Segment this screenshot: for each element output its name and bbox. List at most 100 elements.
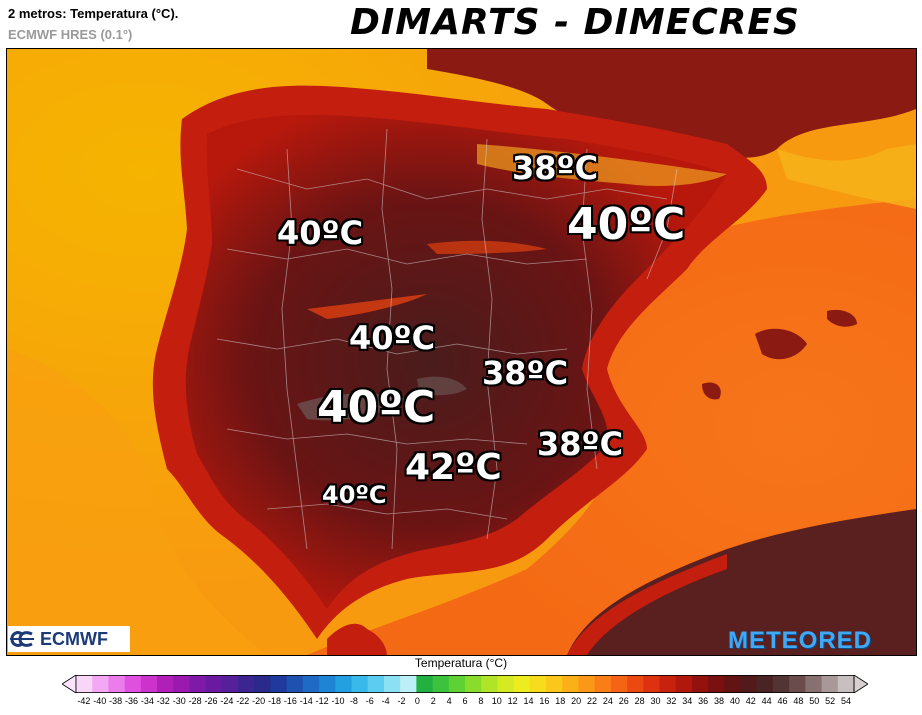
- colorbar-swatch: [578, 675, 596, 693]
- colorbar-tick-label: -14: [299, 696, 313, 706]
- colorbar-tick-label: 16: [539, 696, 550, 706]
- colorbar-swatch: [383, 675, 401, 693]
- colorbar-swatch: [254, 675, 271, 693]
- north-africa-land: [567, 509, 916, 655]
- north-africa-coast: [567, 554, 727, 655]
- colorbar-swatch: [238, 675, 255, 693]
- colorbar-swatch: [643, 675, 660, 693]
- colorbar-swatch: [627, 675, 644, 693]
- colorbar-swatch: [481, 675, 498, 693]
- variable-title: 2 metros: Temperatura (°C).: [8, 6, 179, 21]
- temperature-map: 38ºC 40ºC 40ºC 40ºC 38ºC 40ºC 38ºC 42ºC …: [6, 48, 917, 656]
- iberia-interior: [185, 114, 727, 610]
- ibiza-island: [702, 382, 721, 400]
- colorbar-title: Temperatura (°C): [414, 656, 508, 670]
- meteored-logo: METEORED: [728, 627, 873, 654]
- colorbar-swatch: [351, 675, 369, 693]
- colorbar-swatch: [691, 675, 709, 693]
- colorbar-swatch: [416, 675, 434, 693]
- colorbar-swatch: [789, 675, 806, 693]
- gulf-of-lion: [777, 144, 916, 209]
- colorbar-tick-label: 26: [618, 696, 629, 706]
- colorbar-swatch: [562, 675, 579, 693]
- colorbar-swatch: [173, 675, 190, 693]
- temp-label-south: 42ºC: [405, 447, 502, 488]
- hot-spot-mancha: [417, 376, 467, 396]
- morocco-tip: [327, 623, 387, 655]
- colorbar-ticks: -42 -40 -38 -36 -34 -32 -30 -28 -26 -24 -22 -20 -18-…: [62, 696, 868, 710]
- temp-label-northeast: 40ºC: [567, 199, 686, 250]
- colorbar-tick-label: 10: [491, 696, 502, 706]
- colorbar-tick-label: -26: [204, 696, 218, 706]
- colorbar-max-arrow: [853, 675, 868, 693]
- colorbar-tick-label: -2: [397, 696, 406, 706]
- colorbar-tick-label: -40: [93, 696, 107, 706]
- colorbar-swatch: [772, 675, 790, 693]
- colorbar-swatch: [513, 675, 531, 693]
- colorbar-swatch: [108, 675, 126, 693]
- colorbar-tick-label: -18: [267, 696, 281, 706]
- colorbar-swatch: [205, 675, 223, 693]
- colorbar-swatch: [92, 675, 109, 693]
- colorbar-tick-label: 50: [809, 696, 820, 706]
- colorbar-tick-label: 42: [745, 696, 756, 706]
- temp-label-southeast: 38ºC: [537, 425, 624, 463]
- colorbar-swatch: [432, 675, 450, 693]
- colorbar-swatch: [335, 675, 353, 693]
- colorbar-tick-label: 30: [650, 696, 661, 706]
- colorbar-swatch: [659, 675, 677, 693]
- colorbar-swatch: [189, 675, 207, 693]
- colorbar-tick-label: 34: [682, 696, 693, 706]
- colorbar-tick-label: -22: [236, 696, 250, 706]
- hot-spot-guadiana: [297, 393, 407, 421]
- colorbar-tick-label: 2: [430, 696, 436, 706]
- colorbar-tick-label: 18: [555, 696, 566, 706]
- colorbar-tick-label: 24: [602, 696, 613, 706]
- colorbar-swatch: [367, 675, 385, 693]
- colorbar-tick-label: 6: [462, 696, 468, 706]
- colorbar-tick-label: -30: [172, 696, 186, 706]
- colorbar-tick-label: -42: [77, 696, 91, 706]
- colorbar-tick-label: -36: [125, 696, 139, 706]
- colorbar-swatch: [76, 675, 93, 693]
- colorbar-swatch: [286, 675, 304, 693]
- colorbar-swatch: [221, 675, 239, 693]
- colorbar-tick-label: -28: [188, 696, 202, 706]
- colorbar-tick-label: 36: [698, 696, 709, 706]
- iberian-range: [427, 240, 547, 254]
- temp-label-center: 40ºC: [349, 319, 436, 357]
- colorbar-tick-label: -8: [349, 696, 358, 706]
- colorbar-tick-label: -6: [365, 696, 374, 706]
- forecast-days-banner: DIMARTS - DIMECRES: [350, 2, 800, 43]
- colorbar-tick-label: 28: [634, 696, 645, 706]
- colorbar-tick-label: -12: [315, 696, 329, 706]
- colorbar-swatch: [837, 675, 855, 693]
- model-subtitle: ECMWF HRES (0.1°): [8, 27, 133, 42]
- colorbar-swatch: [302, 675, 320, 693]
- pyrenees-highlands: [477, 144, 727, 186]
- colorbar-swatch: [805, 675, 823, 693]
- colorbar-tick-label: -16: [283, 696, 297, 706]
- colorbar-swatch: [465, 675, 482, 693]
- colorbar-swatch: [821, 675, 839, 693]
- colorbar-tick-label: 4: [446, 696, 452, 706]
- colorbar-tick-label: 14: [523, 696, 534, 706]
- ecmwf-logo-icon: [10, 631, 34, 647]
- colorbar-swatch: [675, 675, 693, 693]
- colorbar-swatch: [124, 675, 142, 693]
- colorbar-swatch: [529, 675, 547, 693]
- colorbar-tick-label: 44: [761, 696, 772, 706]
- colorbar-frame: [75, 675, 855, 693]
- colorbar-swatch: [594, 675, 612, 693]
- colorbar-tick-label: -20: [252, 696, 266, 706]
- colorbar-swatch: [546, 675, 563, 693]
- colorbar-swatch: [756, 675, 774, 693]
- colorbar-swatch: [610, 675, 628, 693]
- central-range: [307, 294, 427, 319]
- temp-label-southwest-center: 40ºC: [317, 382, 436, 433]
- colorbar-tick-label: 8: [478, 696, 484, 706]
- colorbar-tick-label: -32: [156, 696, 170, 706]
- colorbar-tick-label: 40: [729, 696, 740, 706]
- colorbar-tick-label: -34: [140, 696, 154, 706]
- colorbar-swatch: [448, 675, 466, 693]
